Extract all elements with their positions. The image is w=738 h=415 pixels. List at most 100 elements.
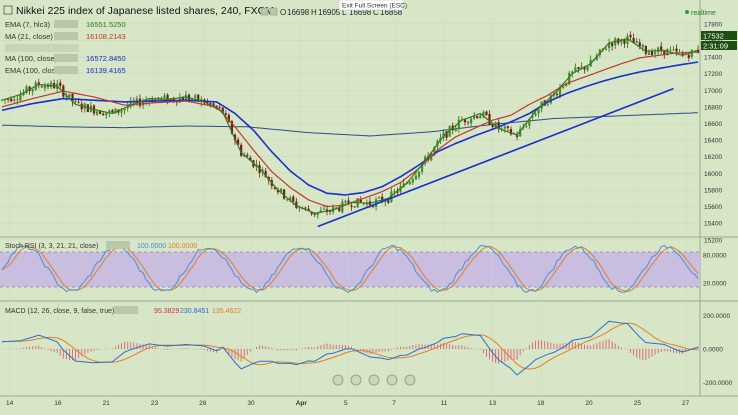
candle-body: [163, 95, 166, 99]
legend-ema7-buttons[interactable]: [54, 20, 78, 28]
stoch-rsi-buttons[interactable]: [106, 241, 130, 249]
scroll-left-icon[interactable]: [386, 374, 398, 386]
candle-body: [166, 94, 169, 103]
ohlc-l-key: L: [342, 8, 347, 17]
candle-body: [537, 109, 540, 114]
candle-body: [224, 113, 227, 115]
macd-value-3: 135.4622: [212, 308, 241, 315]
candle-body: [25, 86, 28, 94]
candle-body: [482, 111, 485, 117]
candle-body: [408, 181, 411, 185]
legend-ma21-buttons[interactable]: [54, 32, 78, 40]
stoch-rsi-band: [0, 252, 700, 287]
candle-body: [316, 212, 319, 216]
zoom-out-icon[interactable]: [332, 374, 344, 386]
candle-body: [74, 100, 77, 102]
candle-body: [344, 200, 347, 203]
time-axis-label: 13: [489, 400, 497, 407]
stoch-rsi-axis-label: 80.0000: [703, 252, 727, 259]
candle-body: [476, 116, 479, 119]
candle-body: [690, 49, 693, 57]
candle-body: [433, 147, 436, 153]
last-price-value: 17532: [703, 32, 724, 41]
candle-body: [102, 113, 105, 116]
zoom-in-icon[interactable]: [350, 374, 362, 386]
candle-body: [506, 126, 510, 128]
candle-body: [230, 121, 234, 134]
candle-body: [279, 188, 283, 193]
candle-body: [286, 199, 289, 201]
stoch-rsi-legend: Stoch RSI (3, 3, 21, 21, close) 100.0000…: [5, 241, 197, 250]
candle-body: [555, 93, 559, 96]
scroll-right-icon[interactable]: [404, 374, 416, 386]
ema100-line: [1, 112, 699, 137]
legend-ma100-buttons[interactable]: [54, 54, 78, 62]
ohlc-h-value: 16905: [318, 8, 341, 17]
candle-body: [374, 199, 378, 207]
time-axis-label: 27: [682, 400, 690, 407]
candle-body: [43, 85, 47, 89]
candle-body: [663, 50, 666, 55]
candle-body: [632, 37, 635, 43]
candle-body: [445, 131, 448, 138]
candle-body: [123, 108, 126, 111]
price-axis-label: 17200: [704, 71, 722, 78]
legend-ma21-label[interactable]: MA (21, close): [5, 32, 53, 41]
macd-signal-line: [1, 322, 698, 370]
candle-body: [583, 66, 586, 70]
candle-body: [672, 49, 675, 51]
price-panel[interactable]: [0, 0, 700, 236]
candle-body: [558, 87, 562, 96]
candle-body: [157, 97, 160, 99]
candle-body: [236, 139, 240, 145]
header-collapse-icon[interactable]: [3, 5, 13, 15]
price-axis-label: 16400: [704, 138, 722, 145]
header-toolbar[interactable]: [260, 7, 278, 16]
candle-body: [304, 207, 307, 209]
time-axis-label: 5: [344, 400, 348, 407]
time-axis-label: 7: [392, 400, 396, 407]
legend-ema7-label[interactable]: EMA (7, hlc3): [5, 20, 51, 29]
reset-icon[interactable]: [368, 374, 380, 386]
macd-label[interactable]: MACD (12, 26, close, 9, false, true): [5, 308, 114, 315]
candle-body: [212, 103, 215, 106]
legend-ma100-label[interactable]: MA (100, close): [5, 54, 58, 63]
legend-ema100-label[interactable]: EMA (100, close): [5, 66, 63, 75]
legend-ema100-value: 16139.4165: [86, 66, 126, 75]
candle-body: [384, 201, 387, 203]
ohlc-c-key: C: [373, 8, 379, 17]
price-axis-label: 17400: [704, 55, 722, 62]
price-axis-label: 16800: [704, 104, 722, 111]
candle-body: [59, 82, 62, 86]
candle-body: [387, 200, 390, 203]
countdown-tag: 2:31:09: [701, 41, 737, 51]
candle-body: [577, 67, 580, 69]
candle-body: [227, 114, 230, 123]
trendline: [317, 87, 674, 228]
candle-body: [546, 104, 549, 106]
candle-body: [666, 48, 669, 56]
candle-body: [218, 107, 221, 108]
time-axis-label: 11: [441, 400, 448, 407]
candle-body: [240, 144, 243, 156]
candle-body: [10, 98, 13, 102]
stoch-rsi-axis-label: 20.0000: [703, 281, 727, 288]
candle-body: [83, 103, 86, 109]
settings-icon[interactable]: [260, 7, 269, 16]
candle-body: [313, 213, 316, 215]
candle-body: [381, 196, 384, 202]
stoch-rsi-label[interactable]: Stoch RSI (3, 3, 21, 21, close): [5, 243, 98, 250]
macd-value-2: 230.8451: [180, 308, 209, 315]
exit-fullscreen-label[interactable]: Exit Full Screen (ESC): [342, 3, 407, 10]
macd-buttons[interactable]: [114, 306, 138, 314]
candle-body: [350, 205, 353, 207]
candle-body: [307, 208, 310, 212]
chart-navigation[interactable]: [332, 374, 416, 386]
legend-ema100-buttons[interactable]: [54, 66, 78, 74]
candle-body: [347, 200, 350, 205]
exit-fullscreen-button[interactable]: Exit Full Screen (ESC): [338, 0, 407, 11]
candle-body: [644, 45, 647, 54]
toggle-visibility-icon[interactable]: [269, 7, 278, 16]
candle-body: [264, 170, 267, 178]
